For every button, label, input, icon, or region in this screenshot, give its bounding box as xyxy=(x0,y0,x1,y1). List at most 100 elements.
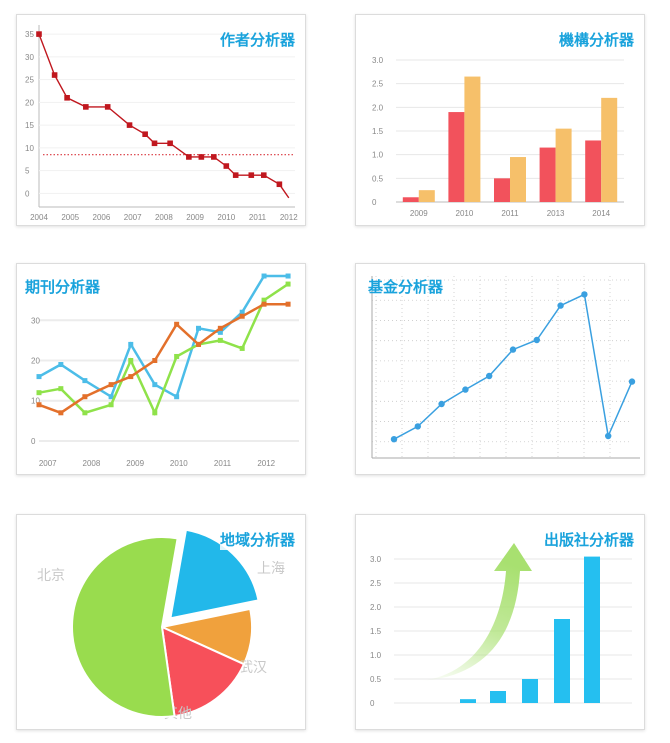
data-point xyxy=(414,423,421,430)
data-point xyxy=(239,345,245,351)
y-tick-label: 2.5 xyxy=(370,579,382,588)
data-point xyxy=(186,154,192,160)
data-point xyxy=(152,410,158,416)
data-point xyxy=(462,386,469,393)
bar xyxy=(601,97,618,202)
y-tick-label: 25 xyxy=(25,76,34,85)
data-point xyxy=(142,131,148,137)
data-point xyxy=(438,400,445,408)
fund-analyzer-title[interactable]: 基金分析器 xyxy=(368,278,444,296)
data-point xyxy=(390,436,398,443)
data-point xyxy=(174,394,180,400)
data-point xyxy=(195,325,201,331)
data-point xyxy=(239,309,245,315)
fund-analyzer-panel[interactable]: 基金分析器 xyxy=(355,263,645,475)
publisher-bar-chart: 3.0 2.5 2.0 1.5 1.0 0.5 0 xyxy=(370,543,632,708)
data-point xyxy=(58,386,64,392)
data-point xyxy=(64,95,70,101)
x-tick-label: 2006 xyxy=(93,213,111,222)
bar xyxy=(584,556,600,703)
institution-analyzer-title[interactable]: 機構分析器 xyxy=(558,31,634,49)
data-point xyxy=(36,31,42,37)
data-point xyxy=(285,273,291,279)
data-point xyxy=(533,336,540,344)
bar xyxy=(402,197,419,202)
y-tick-label: 2.0 xyxy=(370,603,382,612)
data-point xyxy=(276,181,283,188)
y-tick-label: 0 xyxy=(370,699,375,708)
y-tick-label: 0 xyxy=(372,198,377,207)
publisher-analyzer-title[interactable]: 出版社分析器 xyxy=(543,531,634,549)
data-point xyxy=(167,140,173,147)
x-tick-label: 2009 xyxy=(186,213,204,222)
bar xyxy=(585,140,602,202)
data-point xyxy=(217,325,223,331)
series-line xyxy=(38,274,289,399)
data-point xyxy=(174,321,180,327)
data-point xyxy=(261,301,267,307)
journal-analyzer-title[interactable]: 期刊分析器 xyxy=(25,278,101,296)
data-point xyxy=(261,297,267,303)
data-point xyxy=(82,394,88,400)
author-line-chart: 35 30 25 20 15 10 5 0 2004 2005 2006 2007 2008 2009 20… xyxy=(25,25,298,222)
x-tick-label: 2010 xyxy=(456,209,474,218)
y-tick-label: 0.5 xyxy=(372,174,384,183)
data-point xyxy=(36,374,42,380)
x-tick-label: 2004 xyxy=(30,213,48,222)
x-tick-label: 2011 xyxy=(501,209,519,218)
data-point xyxy=(128,341,134,347)
author-analyzer-title[interactable]: 作者分析器 xyxy=(219,31,295,49)
data-point xyxy=(605,432,612,440)
x-tick-label: 2012 xyxy=(257,459,275,468)
region-analyzer-panel[interactable]: 上海 武汉 其他 北京 地域分析器 xyxy=(16,514,306,730)
y-tick-label: 20 xyxy=(25,98,34,107)
y-tick-label: 0 xyxy=(25,189,30,198)
fund-line-chart xyxy=(371,276,640,459)
y-tick-label: 1.0 xyxy=(370,651,382,660)
data-point xyxy=(151,140,158,147)
bar xyxy=(539,147,556,202)
author-analyzer-panel[interactable]: 35 30 25 20 15 10 5 0 2004 2005 2006 2007 2008 2009 20… xyxy=(16,14,306,226)
region-analyzer-title[interactable]: 地域分析器 xyxy=(219,529,295,550)
series-line xyxy=(38,283,289,417)
data-point xyxy=(211,154,217,160)
data-point xyxy=(248,172,255,178)
data-point xyxy=(82,410,88,416)
data-point xyxy=(152,358,158,363)
x-tick-label: 2009 xyxy=(410,209,428,218)
y-tick-label: 0.5 xyxy=(370,675,382,684)
pie-slice xyxy=(169,528,260,620)
data-point xyxy=(628,378,636,385)
data-point xyxy=(108,402,114,408)
series-line xyxy=(38,302,289,415)
data-point xyxy=(260,172,267,178)
y-tick-label: 1.5 xyxy=(370,627,382,636)
institution-bar-chart: 3.0 2.5 2.0 1.5 1.0 0.5 0 2009 2010 2011 2013 2014 xyxy=(372,56,624,218)
y-tick-label: 30 xyxy=(25,53,34,62)
publisher-analyzer-panel[interactable]: 3.0 2.5 2.0 1.5 1.0 0.5 0 出版社分析器 xyxy=(355,514,645,730)
pie-slice xyxy=(160,625,246,718)
data-point xyxy=(83,104,89,110)
bar xyxy=(510,157,526,202)
y-tick-label: 5 xyxy=(25,167,30,176)
data-point xyxy=(51,72,58,78)
data-point xyxy=(152,382,158,388)
x-tick-label: 2007 xyxy=(124,213,142,222)
x-tick-label: 2007 xyxy=(39,459,57,468)
bar xyxy=(554,619,570,703)
data-point xyxy=(108,394,114,400)
data-point xyxy=(58,362,64,368)
data-point xyxy=(285,281,291,287)
institution-analyzer-panel[interactable]: 3.0 2.5 2.0 1.5 1.0 0.5 0 2009 2010 2011 2013 2014 … xyxy=(355,14,645,226)
y-tick-label: 2.0 xyxy=(372,103,384,112)
x-tick-label: 2005 xyxy=(61,213,79,222)
y-tick-label: 2.5 xyxy=(372,80,384,89)
data-point xyxy=(486,372,493,380)
data-point xyxy=(285,301,291,307)
x-tick-label: 2013 xyxy=(547,209,565,218)
x-tick-label: 2012 xyxy=(280,213,298,222)
data-point xyxy=(223,163,230,169)
slice-label: 上海 xyxy=(257,561,285,577)
journal-analyzer-panel[interactable]: 30 20 10 0 2007 2008 2009 2010 2011 2012 期刊分析器 xyxy=(16,263,306,475)
